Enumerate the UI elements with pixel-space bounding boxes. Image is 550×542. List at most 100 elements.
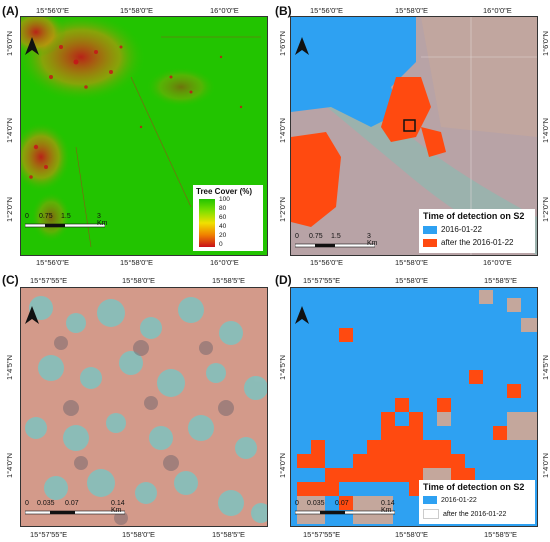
tick-b-bottom-1: 15°56'0"E <box>310 258 343 267</box>
detection-legend-d: Time of detection on S2 2016-01-22 after… <box>419 480 535 524</box>
scale-label: 0.07 <box>335 500 349 507</box>
tick-d-top-1: 15°57'55"E <box>303 276 341 285</box>
legend-title: Time of detection on S2 <box>423 482 525 492</box>
legend-value: 100 <box>219 196 230 203</box>
tick-d-right-2: 1°4'0"N <box>541 452 550 478</box>
legend-label: 2016-01-22 <box>441 225 482 234</box>
tick-b-bottom-2: 15°58'0"E <box>395 258 428 267</box>
legend-label: after the 2016-01-22 <box>441 238 514 247</box>
tree-cover-legend: Tree Cover (%) 100 80 60 40 20 0 <box>193 185 263 251</box>
tick-a-bottom-2: 15°58'0"E <box>120 258 153 267</box>
legend-swatch <box>423 496 437 504</box>
legend-value: 60 <box>219 214 227 221</box>
legend-swatch <box>423 509 439 519</box>
tick-c-bottom-2: 15°58'0"E <box>122 530 155 539</box>
tick-a-bottom-1: 15°56'0"E <box>36 258 69 267</box>
tick-b-top-3: 16°0'0"E <box>483 6 512 15</box>
legend-label: 2016-01-22 <box>441 496 477 504</box>
tick-b-top-1: 15°56'0"E <box>310 6 343 15</box>
scale-label: 0.75 <box>39 213 53 220</box>
legend-title: Time of detection on S2 <box>423 211 525 221</box>
scale-label: 0.75 <box>309 233 323 240</box>
scale-bar-graphic <box>295 243 375 248</box>
tree-cover-raster <box>21 17 261 248</box>
scale-label: 1.5 <box>331 233 341 240</box>
detection-legend-b: Time of detection on S2 2016-01-22 after… <box>419 209 535 253</box>
tick-c-top-2: 15°58'0"E <box>122 276 155 285</box>
north-arrow-icon <box>25 37 39 55</box>
tick-d-right-1: 1°4'5"N <box>541 354 550 380</box>
scale-label: 0.035 <box>307 500 325 507</box>
scale-label: 0.14 Km <box>381 500 395 514</box>
tick-c-top-1: 15°57'55"E <box>30 276 68 285</box>
legend-item: after the 2016-01-22 <box>423 238 514 247</box>
tick-b-right-1: 1°6'0"N <box>541 30 550 56</box>
tick-c-bottom-3: 15°58'5"E <box>212 530 245 539</box>
scale-bar-graphic <box>25 510 125 515</box>
tick-b-bottom-3: 16°0'0"E <box>483 258 512 267</box>
scale-label: 0 <box>295 233 299 240</box>
tick-d-bottom-2: 15°58'0"E <box>395 530 428 539</box>
tick-b-right-3: 1°2'0"N <box>541 196 550 222</box>
legend-item: after the 2016-01-22 <box>423 509 506 519</box>
legend-value: 40 <box>219 223 227 230</box>
tick-c-left-1: 1°4'5"N <box>5 354 14 380</box>
tick-c-bottom-1: 15°57'55"E <box>30 530 68 539</box>
tick-b-top-2: 15°58'0"E <box>395 6 428 15</box>
north-arrow-icon <box>295 306 309 324</box>
tick-b-left-1: 1°6'0"N <box>278 30 287 56</box>
legend-value: 0 <box>219 241 223 248</box>
legend-swatch <box>423 225 437 234</box>
north-arrow-b <box>295 37 309 55</box>
scale-bar-graphic <box>25 223 105 228</box>
scale-label: 0.14 Km <box>111 500 125 514</box>
legend-value: 20 <box>219 232 227 239</box>
tick-a-bottom-3: 16°0'0"E <box>210 258 239 267</box>
tick-a-left-1: 1°6'0"N <box>5 30 14 56</box>
tick-b-right-2: 1°4'0"N <box>541 117 550 143</box>
false-color-detail-map: 0 0.035 0.07 0.14 Km <box>20 287 268 527</box>
panel-label-b: (B) <box>275 4 292 18</box>
scale-label: 3 Km <box>97 213 108 227</box>
scale-label: 1.5 <box>61 213 71 220</box>
scale-label: 0 <box>25 500 29 507</box>
scale-label: 0.07 <box>65 500 79 507</box>
scale-bar-d: 0 0.035 0.07 0.14 Km <box>295 500 395 516</box>
panel-label-d: (D) <box>275 273 292 287</box>
tick-d-left-1: 1°4'5"N <box>278 354 287 380</box>
false-color-image <box>21 288 267 526</box>
tick-a-left-2: 1°4'0"N <box>5 117 14 143</box>
north-arrow-d <box>295 306 309 324</box>
tick-a-left-3: 1°2'0"N <box>5 196 14 222</box>
detection-map-overview: 0 0.75 1.5 3 Km Time of detection on S2 … <box>290 16 538 256</box>
scale-label: 3 Km <box>367 233 378 247</box>
north-arrow-c <box>25 306 39 324</box>
panel-label-c: (C) <box>2 273 19 287</box>
scale-bar-a: 0 0.75 1.5 3 Km <box>25 213 108 229</box>
scale-label: 0 <box>25 213 29 220</box>
legend-label: after the 2016-01-22 <box>443 510 507 518</box>
scale-bar-b: 0 0.75 1.5 3 Km <box>295 233 378 249</box>
north-arrow-a <box>25 37 39 55</box>
scale-label: 0 <box>295 500 299 507</box>
tick-d-bottom-3: 15°58'5"E <box>484 530 517 539</box>
tick-b-left-2: 1°4'0"N <box>278 117 287 143</box>
north-arrow-icon <box>25 306 39 324</box>
legend-item: 2016-01-22 <box>423 496 477 504</box>
tick-d-bottom-1: 15°57'55"E <box>303 530 341 539</box>
legend-value: 80 <box>219 205 227 212</box>
scale-bar-graphic <box>295 510 395 515</box>
legend-item: 2016-01-22 <box>423 225 482 234</box>
detection-map-detail: 0 0.035 0.07 0.14 Km Time of detection o… <box>290 287 538 527</box>
tick-a-top-2: 15°58'0"E <box>120 6 153 15</box>
tick-d-left-2: 1°4'0"N <box>278 452 287 478</box>
tick-d-top-3: 15°58'5"E <box>484 276 517 285</box>
legend-swatch <box>423 238 437 247</box>
tick-b-left-3: 1°2'0"N <box>278 196 287 222</box>
scale-bar-c: 0 0.035 0.07 0.14 Km <box>25 500 125 516</box>
legend-title: Tree Cover (%) <box>196 187 253 196</box>
panel-label-a: (A) <box>2 4 19 18</box>
tick-d-top-2: 15°58'0"E <box>395 276 428 285</box>
tree-cover-map: 0 0.75 1.5 3 Km Tree Cover (%) 100 80 60… <box>20 16 268 256</box>
north-arrow-icon <box>295 37 309 55</box>
